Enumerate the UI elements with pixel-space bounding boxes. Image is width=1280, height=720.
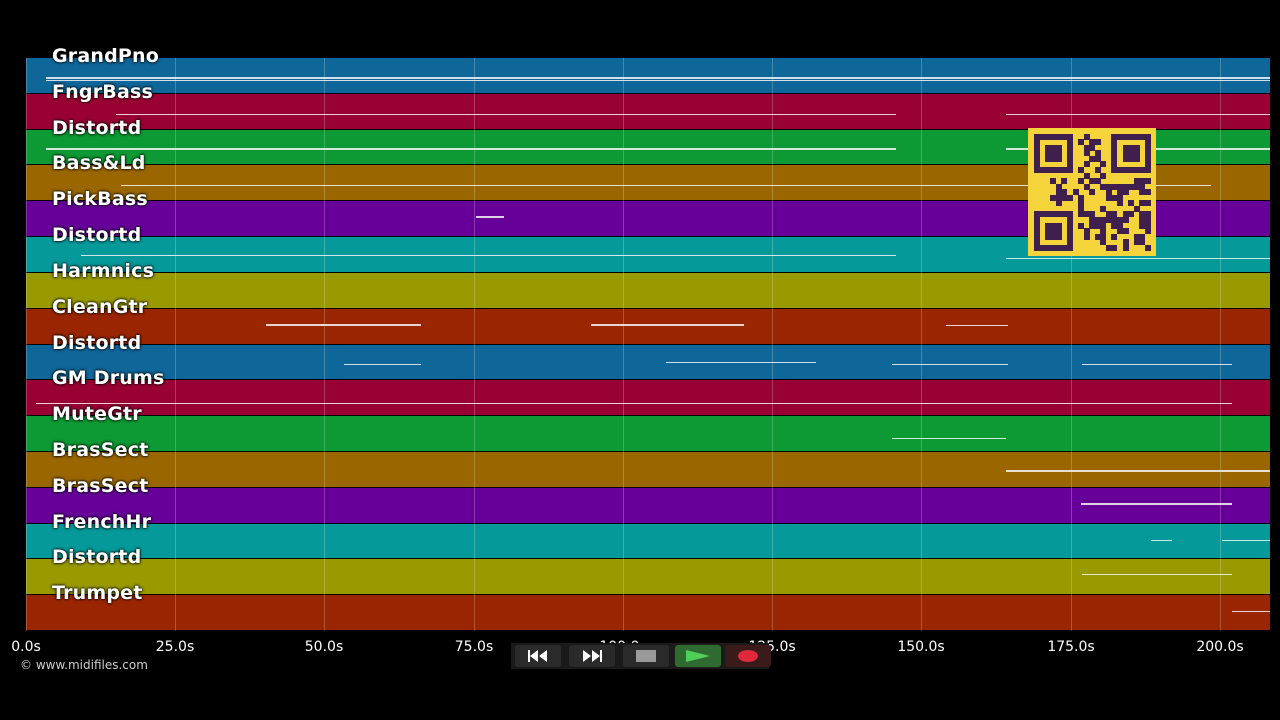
- note-streak: [344, 364, 421, 366]
- track-lane[interactable]: [26, 93, 1270, 129]
- track-lane[interactable]: [26, 595, 1270, 630]
- track-label: GrandPno: [52, 45, 160, 67]
- grid-line: [26, 58, 27, 631]
- note-streak: [1006, 257, 1270, 259]
- grid-line: [474, 58, 475, 631]
- track-label: FrenchHr: [52, 510, 152, 533]
- track-lane[interactable]: [26, 308, 1270, 344]
- track-lane[interactable]: [26, 451, 1270, 487]
- fast-forward-button[interactable]: [569, 645, 615, 667]
- note-streak: [946, 324, 1008, 326]
- track-label: MuteGtr: [52, 403, 142, 426]
- track-label: Distortd: [52, 546, 142, 569]
- time-tick-label: 175.0s: [1047, 639, 1095, 655]
- note-streak: [266, 323, 421, 326]
- note-streak: [36, 402, 1232, 404]
- track-label: PickBass: [52, 188, 148, 211]
- track-lane[interactable]: [26, 272, 1270, 308]
- qr-code-icon[interactable]: [1028, 128, 1156, 256]
- note-streak: [1082, 364, 1232, 366]
- note-streak: [46, 80, 1270, 82]
- note-streak: [81, 254, 896, 256]
- time-tick-label: 25.0s: [155, 639, 195, 655]
- note-streak: [1222, 539, 1270, 541]
- time-tick-label: 200.0s: [1196, 639, 1244, 655]
- play-icon: [686, 650, 710, 662]
- grid-line: [623, 58, 624, 631]
- track-lane[interactable]: [26, 380, 1270, 416]
- time-tick-label: 0.0s: [11, 639, 41, 655]
- copyright-text: © www.midifiles.com: [20, 658, 148, 672]
- grid-line: [772, 58, 773, 631]
- time-tick-label: 150.0s: [897, 639, 945, 655]
- track-label: BrasSect: [52, 438, 149, 461]
- note-streak: [121, 185, 1211, 187]
- track-label: Distortd: [52, 331, 142, 354]
- note-streak: [1006, 113, 1270, 115]
- track-label: BrasSect: [52, 474, 149, 497]
- track-lane[interactable]: [26, 523, 1270, 559]
- note-streak: [892, 437, 1006, 439]
- time-tick-label: 50.0s: [304, 639, 344, 655]
- note-streak: [666, 362, 816, 364]
- note-streak: [1151, 539, 1172, 541]
- note-streak: [591, 323, 744, 326]
- rewind-button[interactable]: [515, 645, 561, 667]
- note-streak: [476, 216, 504, 219]
- stop-icon: [636, 650, 656, 662]
- track-label: Bass&Ld: [52, 152, 146, 175]
- track-lane[interactable]: [26, 559, 1270, 595]
- track-label: Distortd: [52, 116, 142, 139]
- fast-forward-icon: [583, 650, 602, 662]
- track-lane[interactable]: [26, 58, 1270, 93]
- note-streak: [892, 364, 1008, 366]
- track-label: Trumpet: [52, 582, 143, 605]
- grid-line: [324, 58, 325, 631]
- note-streak: [46, 76, 1270, 79]
- grid-line: [175, 58, 176, 631]
- note-streak: [1006, 469, 1270, 472]
- stop-button[interactable]: [623, 645, 669, 667]
- track-lane[interactable]: [26, 344, 1270, 380]
- record-button[interactable]: [725, 645, 771, 667]
- track-label: Harmnics: [52, 259, 155, 282]
- note-streak: [1232, 611, 1270, 613]
- note-streak: [1082, 573, 1232, 575]
- transport-bar: [511, 643, 771, 669]
- grid-line: [921, 58, 922, 631]
- track-label: GM Drums: [52, 367, 165, 390]
- grid-line: [1220, 58, 1221, 631]
- note-streak: [46, 147, 896, 150]
- note-streak: [1081, 502, 1232, 505]
- play-button[interactable]: [675, 645, 721, 667]
- time-tick-label: 75.0s: [454, 639, 494, 655]
- rewind-icon: [528, 650, 547, 662]
- track-label: Distortd: [52, 224, 142, 247]
- track-label: CleanGtr: [52, 295, 148, 318]
- track-lane[interactable]: [26, 416, 1270, 451]
- track-label: FngrBass: [52, 80, 153, 103]
- grid-line: [1071, 58, 1072, 631]
- track-lane[interactable]: [26, 487, 1270, 523]
- record-icon: [738, 650, 758, 662]
- note-streak: [116, 113, 896, 115]
